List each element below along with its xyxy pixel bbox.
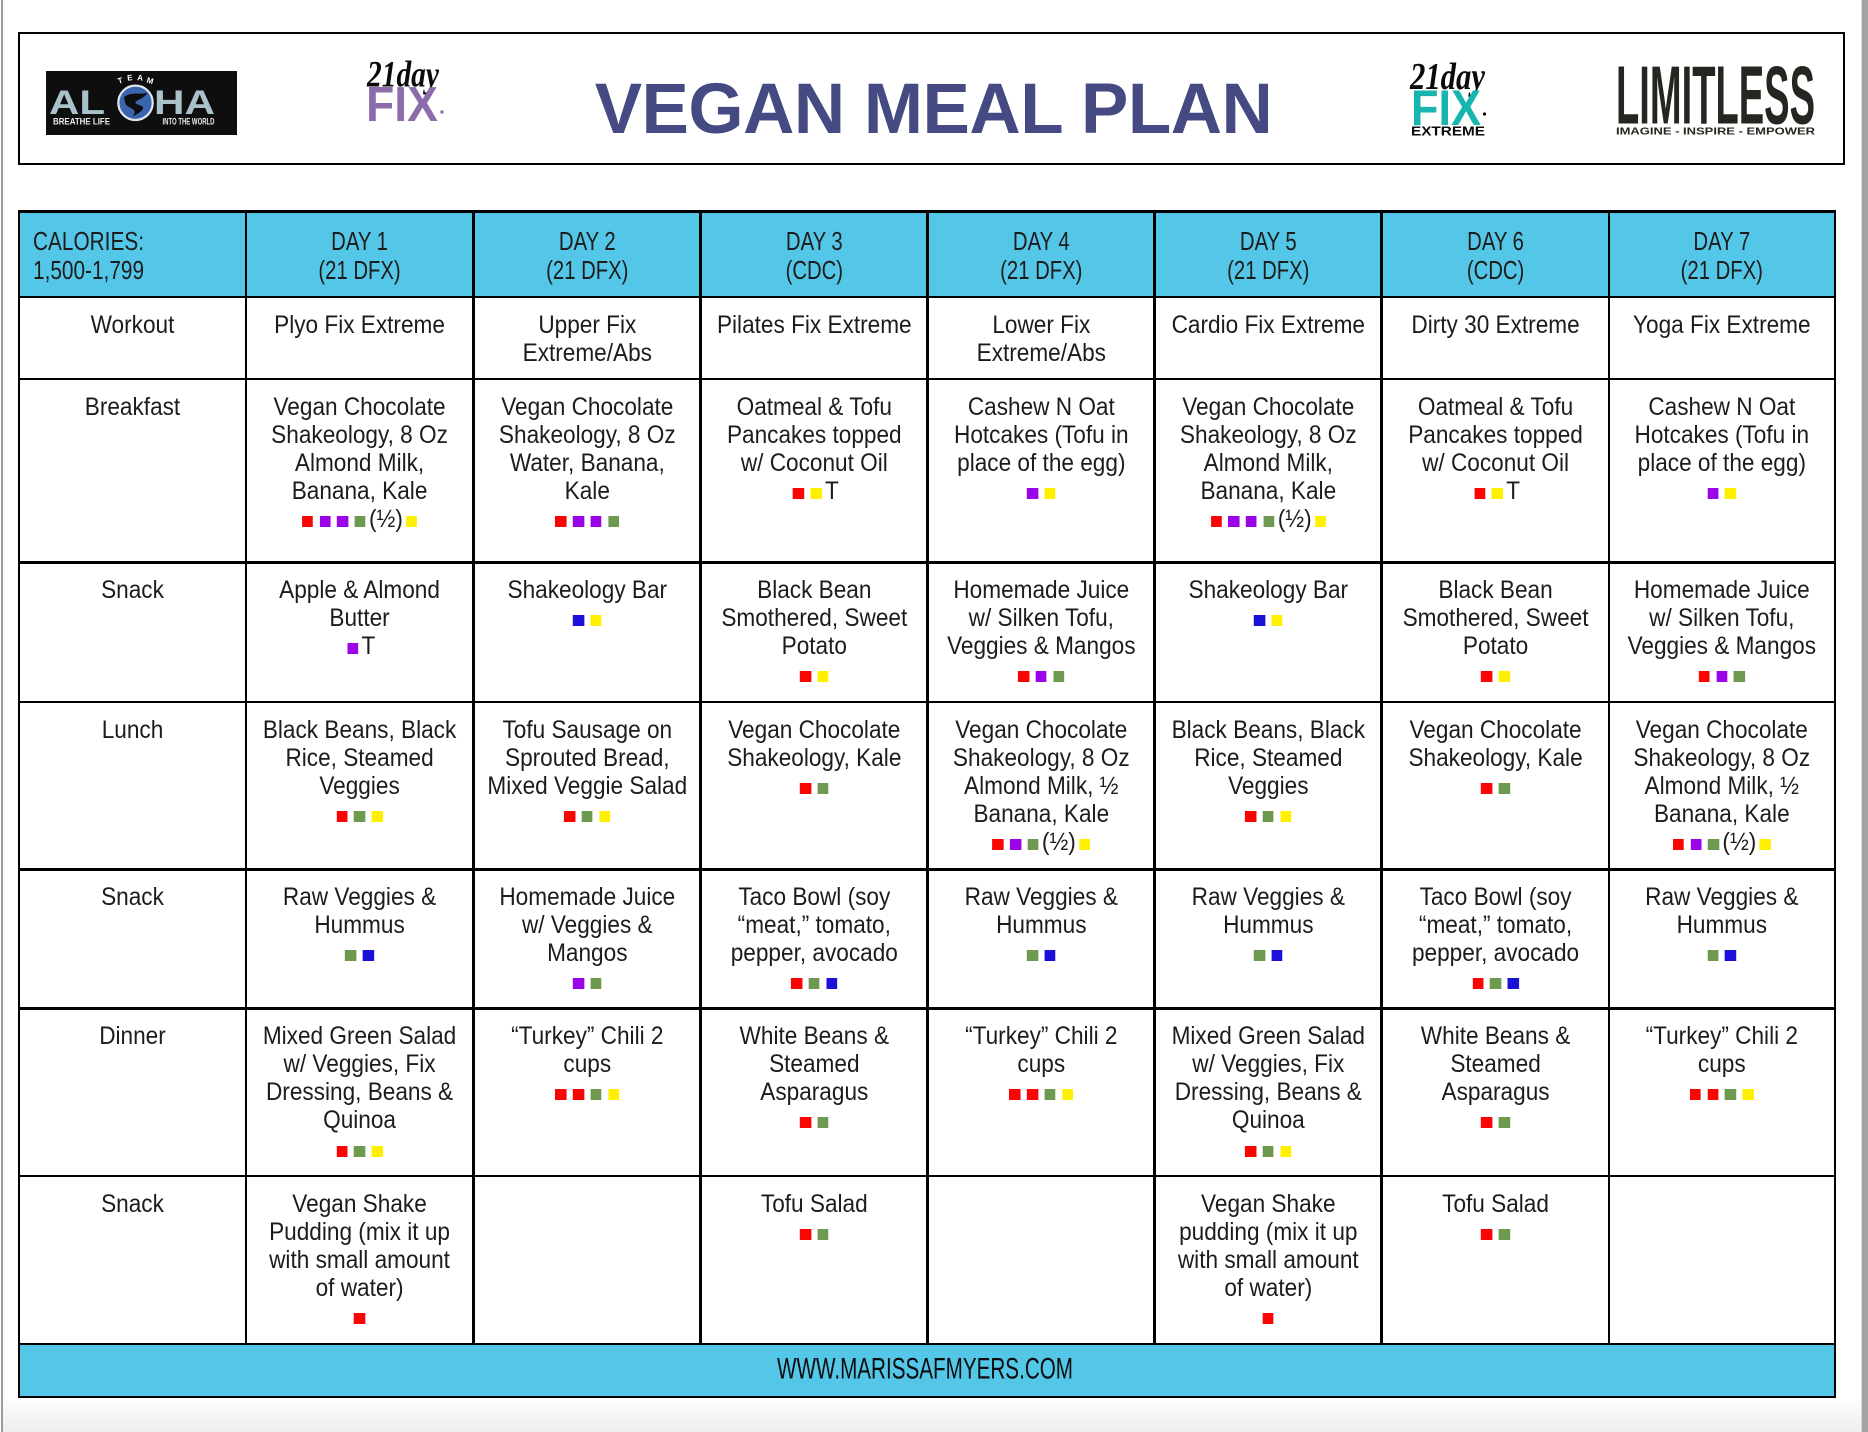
svg-text:IMAGINE - INSPIRE - EMPOWER: IMAGINE - INSPIRE - EMPOWER — [1616, 125, 1816, 137]
svg-text:21day: 21day — [1409, 56, 1485, 98]
svg-text:EXTREME: EXTREME — [1411, 124, 1485, 139]
svg-text:WWW.MARISSAFMYERS.COM: WWW.MARISSAFMYERS.COM — [777, 1352, 1073, 1385]
svg-text:AL: AL — [49, 84, 105, 122]
svg-text:BREATHE LIFE: BREATHE LIFE — [53, 116, 110, 127]
svg-text:HA: HA — [154, 84, 215, 122]
svg-text:LIMITLESS: LIMITLESS — [1616, 55, 1815, 140]
svg-text:M: M — [146, 75, 155, 86]
svg-text:FIX: FIX — [1411, 80, 1481, 136]
svg-text:A: A — [137, 73, 144, 83]
svg-text:FIX: FIX — [366, 78, 438, 130]
svg-text:INTO THE WORLD: INTO THE WORLD — [163, 116, 215, 127]
svg-text:E: E — [127, 73, 134, 83]
svg-text:21day: 21day — [366, 55, 439, 96]
svg-text:T: T — [117, 75, 124, 85]
